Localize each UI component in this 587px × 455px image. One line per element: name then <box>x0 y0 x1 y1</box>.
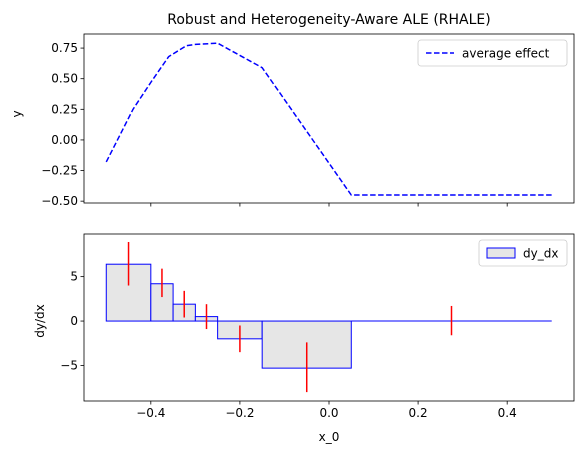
top-y-axis-label: y <box>10 110 24 117</box>
chart-title: Robust and Heterogeneity-Aware ALE (RHAL… <box>167 12 490 28</box>
bottom-x-axis-label: x_0 <box>319 430 340 444</box>
top-series-lines <box>105 42 552 196</box>
top-legend: average effect <box>417 39 568 67</box>
bottom-plot-frame <box>83 233 575 402</box>
bottom-y-tick-label: −5 <box>60 358 78 372</box>
top-legend-box <box>417 39 568 67</box>
bottom-legend: dy_dx <box>478 239 568 267</box>
derivative-bars <box>105 263 552 369</box>
bottom-legend-swatch <box>486 247 516 259</box>
derivative-panel: dy/dx x_0 −0.4 −0.2 0.0 0.2 0.4 −5 0 5 dy_dx <box>33 233 575 444</box>
bottom-axis-ticks: −0.4 −0.2 0.0 0.2 0.4 −5 0 5 <box>60 270 516 420</box>
top-axis-ticks: −0.50 −0.25 0.00 0.25 0.50 0.75 <box>41 41 508 208</box>
bottom-x-tick-label: 0.0 <box>319 406 338 420</box>
top-y-tick-label: 0.75 <box>51 41 78 55</box>
bottom-y-axis-label: dy/dx <box>33 304 47 337</box>
bottom-y-tick-label: 0 <box>70 314 78 328</box>
average-effect-panel: Robust and Heterogeneity-Aware ALE (RHAL… <box>10 12 575 208</box>
bottom-y-tick-label: 5 <box>70 270 78 284</box>
top-y-tick-label: −0.25 <box>41 164 78 178</box>
average-effect-line <box>105 42 552 196</box>
top-y-tick-label: −0.50 <box>41 194 78 208</box>
bottom-x-tick-label: −0.4 <box>136 406 165 420</box>
top-y-tick-label: 0.50 <box>51 72 78 86</box>
bottom-x-tick-label: −0.2 <box>225 406 254 420</box>
top-y-tick-label: 0.00 <box>51 133 78 147</box>
top-y-tick-label: 0.25 <box>51 102 78 116</box>
bottom-x-tick-label: 0.4 <box>498 406 517 420</box>
bottom-legend-box <box>478 239 568 267</box>
error-bars <box>127 241 453 393</box>
top-legend-label: average effect <box>462 47 550 61</box>
bottom-x-tick-label: 0.2 <box>409 406 428 420</box>
bottom-legend-label: dy_dx <box>523 247 558 261</box>
top-plot-frame <box>83 33 575 204</box>
